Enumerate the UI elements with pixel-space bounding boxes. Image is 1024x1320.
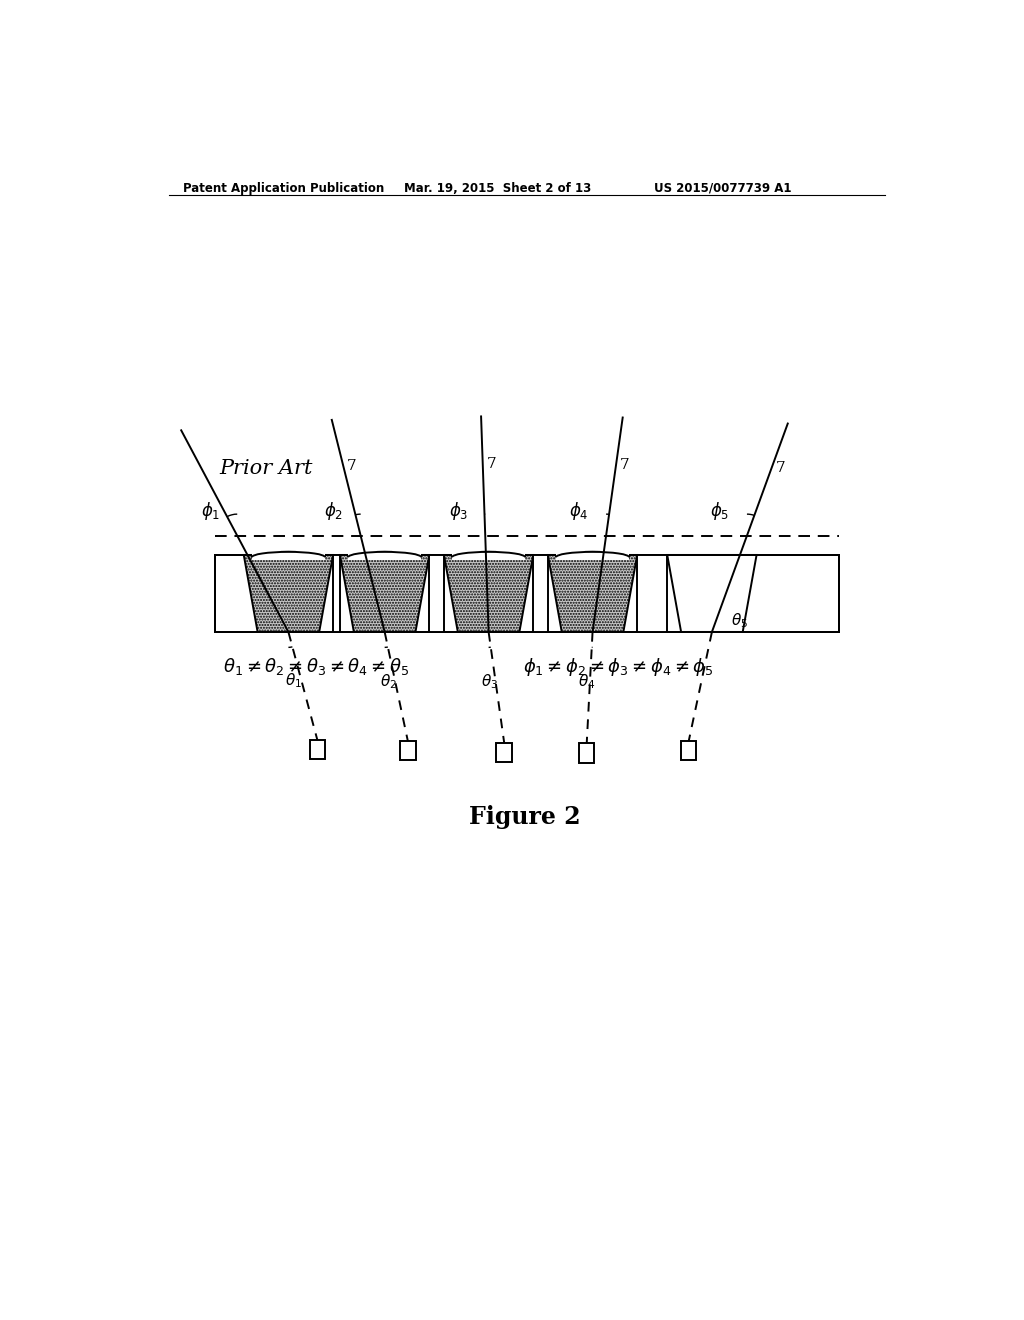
Bar <box>556 552 629 561</box>
Bar <box>252 552 325 561</box>
Polygon shape <box>340 554 429 632</box>
Bar <box>429 554 444 632</box>
Text: 7: 7 <box>486 457 497 471</box>
Text: $\phi_5$: $\phi_5$ <box>711 500 730 521</box>
Text: Prior Art: Prior Art <box>219 459 312 478</box>
Bar <box>215 554 839 632</box>
Text: 7: 7 <box>620 458 630 471</box>
Text: US 2015/0077739 A1: US 2015/0077739 A1 <box>654 182 792 194</box>
Text: $\phi_2$: $\phi_2$ <box>325 500 343 521</box>
Polygon shape <box>244 554 333 632</box>
Bar <box>534 554 548 632</box>
Text: $\theta_4$: $\theta_4$ <box>579 673 596 692</box>
Bar <box>333 554 340 632</box>
Text: $\phi_4$: $\phi_4$ <box>569 500 589 521</box>
Text: $\phi_1 \neq \phi_2{\neq}\phi_3{\neq}\phi_4{\neq}\phi_5$: $\phi_1 \neq \phi_2{\neq}\phi_3{\neq}\ph… <box>523 656 714 677</box>
Text: Patent Application Publication: Patent Application Publication <box>183 182 384 194</box>
Bar <box>348 552 421 561</box>
Bar <box>215 554 839 632</box>
Text: $\theta_2$: $\theta_2$ <box>380 672 396 690</box>
Text: $\theta_1$: $\theta_1$ <box>285 672 302 690</box>
Text: $\phi_1$: $\phi_1$ <box>201 500 220 521</box>
Bar <box>452 552 525 561</box>
Polygon shape <box>444 554 534 632</box>
Text: $\theta_3$: $\theta_3$ <box>481 672 499 692</box>
Text: Figure 2: Figure 2 <box>469 805 581 829</box>
FancyBboxPatch shape <box>348 553 421 561</box>
Text: 7: 7 <box>775 462 785 475</box>
Text: $\phi_3$: $\phi_3$ <box>449 500 468 521</box>
Bar <box>579 743 594 763</box>
Text: Mar. 19, 2015  Sheet 2 of 13: Mar. 19, 2015 Sheet 2 of 13 <box>403 182 591 194</box>
FancyBboxPatch shape <box>452 553 525 561</box>
Text: $\theta_1 \neq \theta_2{\neq}\theta_3{\neq}\theta_4{\neq}\theta_5$: $\theta_1 \neq \theta_2{\neq}\theta_3{\n… <box>223 656 410 677</box>
Polygon shape <box>548 554 637 632</box>
Bar <box>309 739 325 759</box>
FancyBboxPatch shape <box>252 553 325 561</box>
Bar <box>497 743 512 762</box>
FancyBboxPatch shape <box>556 553 629 561</box>
Text: 7: 7 <box>347 459 356 473</box>
Bar <box>681 741 696 760</box>
Bar <box>637 554 668 632</box>
Polygon shape <box>668 554 757 632</box>
Text: $\theta_5$: $\theta_5$ <box>731 611 749 630</box>
Bar <box>400 741 416 760</box>
